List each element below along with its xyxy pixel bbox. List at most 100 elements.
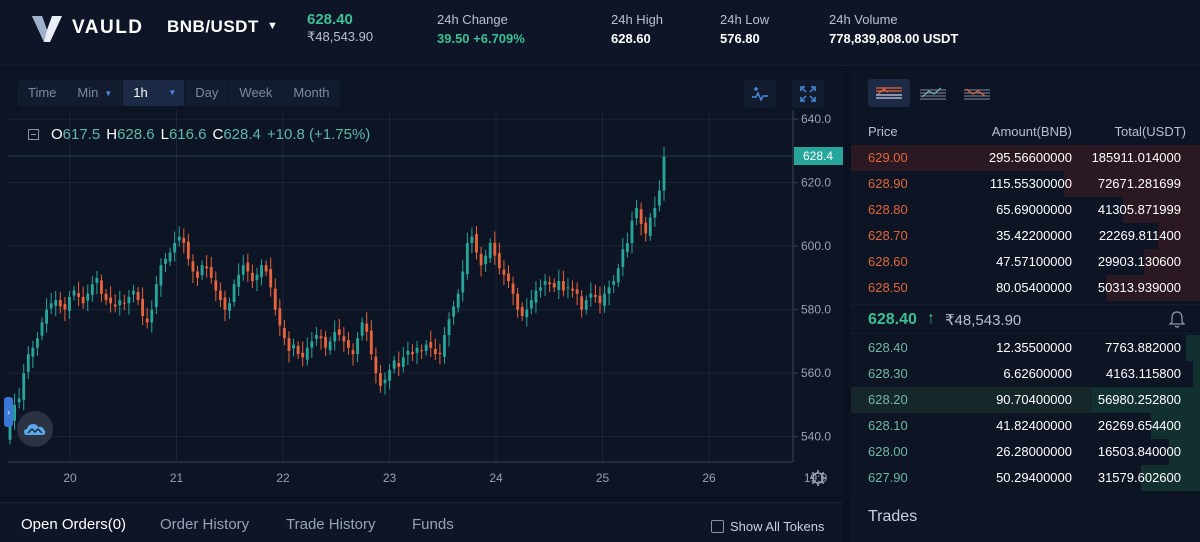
book-view-both[interactable] bbox=[868, 79, 910, 107]
interval-1h[interactable]: 1h ▼ bbox=[123, 80, 186, 106]
row-price: 628.20 bbox=[868, 392, 908, 407]
row-total: 7763.882000 bbox=[1105, 340, 1181, 355]
candle-body bbox=[484, 255, 488, 264]
candle-body bbox=[443, 335, 446, 357]
stat-label: 24h High bbox=[611, 12, 664, 27]
book-view-bids[interactable] bbox=[912, 79, 954, 107]
candle-body bbox=[182, 237, 186, 243]
candlestick-chart[interactable]: 640.0 620.0 600.0 580.0 560.0 540.0 20 21 22 23 24… bbox=[0, 70, 843, 496]
interval-min-label: Min bbox=[77, 85, 99, 100]
candle-body bbox=[196, 271, 199, 278]
bid-row[interactable]: 628.30 6.62600000 4163.115800 bbox=[851, 361, 1200, 387]
candle-body bbox=[54, 300, 58, 306]
candle-body bbox=[273, 288, 277, 310]
pair-dropdown-icon[interactable]: ▼ bbox=[267, 20, 278, 32]
candle-body bbox=[534, 290, 538, 303]
arrow-up-icon: ↑ bbox=[927, 310, 935, 327]
candle-body bbox=[479, 253, 483, 266]
candle-body bbox=[22, 373, 26, 400]
candle-body bbox=[653, 208, 657, 218]
cloud-button[interactable] bbox=[17, 411, 53, 447]
bell-icon[interactable] bbox=[1169, 310, 1185, 328]
interval-month[interactable]: Month bbox=[293, 85, 330, 100]
candle-body bbox=[141, 298, 145, 316]
candle-body bbox=[186, 241, 190, 259]
candle-body bbox=[452, 306, 456, 317]
candle-body bbox=[379, 373, 382, 386]
candle-body bbox=[621, 249, 625, 268]
y-tick-label: 540.0 bbox=[801, 430, 831, 444]
vauld-logo[interactable]: VAULD bbox=[30, 12, 144, 44]
bid-row[interactable]: 628.20 90.70400000 56980.252800 bbox=[851, 387, 1200, 413]
candle-body bbox=[438, 352, 442, 355]
show-all-tokens-checkbox[interactable] bbox=[711, 520, 724, 533]
candle-body bbox=[104, 293, 108, 301]
candle-body bbox=[456, 293, 460, 308]
collapse-legend-icon[interactable] bbox=[28, 129, 39, 140]
fullscreen-button[interactable] bbox=[792, 80, 824, 108]
depth-bar bbox=[1091, 387, 1200, 413]
candle-body bbox=[648, 217, 652, 236]
candle-body bbox=[401, 357, 405, 367]
candle-body bbox=[662, 155, 666, 191]
candle-body bbox=[159, 265, 163, 286]
candle-body bbox=[241, 265, 245, 275]
drawing-tools-toggle[interactable]: › bbox=[4, 397, 13, 427]
ohlc-legend: O 617.5 H 628.6 L 616.6 C 628.4 +10.8 (+1.75… bbox=[28, 126, 370, 143]
ask-row[interactable]: 629.00 295.56600000 185911.014000 bbox=[851, 145, 1200, 171]
row-amount: 41.82400000 bbox=[996, 418, 1072, 433]
indicators-button[interactable] bbox=[744, 80, 776, 108]
candle-body bbox=[200, 265, 204, 276]
bid-row[interactable]: 628.00 26.28000000 16503.840000 bbox=[851, 439, 1200, 465]
candle-body bbox=[17, 398, 21, 403]
candle-body bbox=[40, 322, 44, 336]
book-view-asks[interactable] bbox=[956, 79, 998, 107]
gear-icon[interactable] bbox=[810, 470, 826, 486]
book-both-icon bbox=[876, 87, 902, 99]
candle-body bbox=[337, 329, 341, 336]
ask-row[interactable]: 628.50 80.05400000 50313.939000 bbox=[851, 275, 1200, 301]
candle-body bbox=[347, 340, 350, 348]
bid-row[interactable]: 628.10 41.82400000 26269.654400 bbox=[851, 413, 1200, 439]
candle-body bbox=[644, 222, 648, 234]
interval-day[interactable]: Day bbox=[185, 80, 230, 106]
candle-body bbox=[269, 269, 273, 288]
candle-body bbox=[658, 190, 661, 206]
ask-row[interactable]: 628.90 115.55300000 72671.281699 bbox=[851, 171, 1200, 197]
interval-time[interactable]: Time bbox=[18, 80, 68, 106]
depth-bar bbox=[1193, 361, 1200, 387]
show-all-tokens[interactable]: Show All Tokens bbox=[711, 519, 824, 534]
row-amount: 6.62600000 bbox=[1003, 366, 1072, 381]
y-tick-label: 620.0 bbox=[801, 176, 831, 190]
depth-bar bbox=[1123, 197, 1200, 223]
tab-funds[interactable]: Funds bbox=[412, 516, 454, 533]
row-total: 41305.871999 bbox=[1097, 202, 1181, 217]
ask-row[interactable]: 628.70 35.42200000 22269.811400 bbox=[851, 223, 1200, 249]
interval-min[interactable]: Min ▼ bbox=[67, 80, 124, 106]
candle-body bbox=[191, 261, 195, 272]
candle-body bbox=[548, 282, 552, 285]
candle-body bbox=[571, 288, 574, 291]
ask-row[interactable]: 628.80 65.69000000 41305.871999 bbox=[851, 197, 1200, 223]
ask-row[interactable]: 628.60 47.57100000 29903.130600 bbox=[851, 249, 1200, 275]
tab-trade-history[interactable]: Trade History bbox=[286, 516, 376, 533]
bid-row[interactable]: 627.90 50.29400000 31579.602600 bbox=[851, 465, 1200, 491]
interval-week[interactable]: Week bbox=[229, 80, 284, 106]
trading-pair[interactable]: BNB/USDT bbox=[167, 17, 259, 36]
tab-order-history[interactable]: Order History bbox=[160, 516, 250, 533]
row-price: 628.30 bbox=[868, 366, 908, 381]
bid-row[interactable]: 628.40 12.35500000 7763.882000 bbox=[851, 335, 1200, 361]
ohlc-open-label: O bbox=[51, 126, 63, 143]
candle-body bbox=[72, 290, 76, 296]
candle-body bbox=[232, 284, 236, 303]
candle-body bbox=[228, 303, 231, 311]
tab-open-orders[interactable]: Open Orders(0) bbox=[21, 516, 127, 533]
candle-body bbox=[145, 318, 149, 323]
candle-body bbox=[589, 293, 593, 298]
candle-body bbox=[315, 335, 318, 339]
y-tick-label: 640.0 bbox=[801, 112, 831, 126]
candle-body bbox=[49, 303, 53, 309]
depth-bar bbox=[1168, 439, 1200, 465]
candle-body bbox=[356, 338, 359, 355]
candle-body bbox=[529, 300, 533, 309]
